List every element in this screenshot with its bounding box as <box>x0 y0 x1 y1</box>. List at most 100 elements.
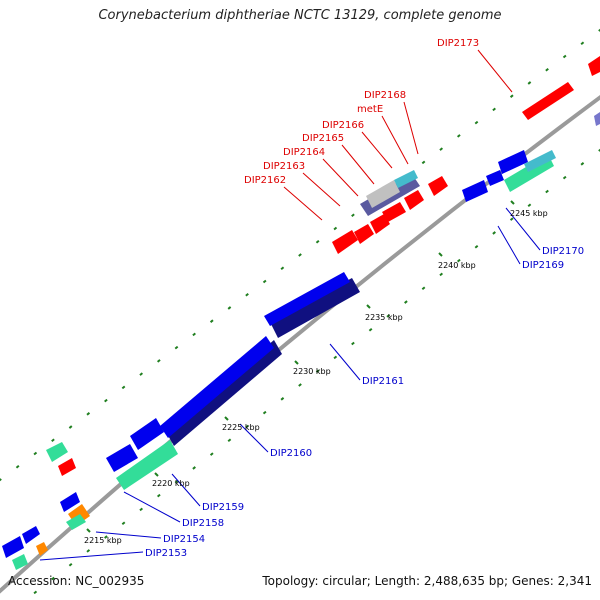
gene-label-reverse[interactable]: DIP2163 <box>263 161 305 172</box>
outer-tick-dot <box>562 54 567 59</box>
outer-tick-dot <box>174 345 179 350</box>
inner-tick-dot <box>580 162 585 166</box>
leader-line-reverse <box>341 144 375 185</box>
gene-label-forward[interactable]: DIP2169 <box>522 260 564 271</box>
gene-label-reverse[interactable]: DIP2166 <box>322 120 364 131</box>
gene-dip2158-green[interactable] <box>116 440 178 490</box>
gene-label-forward[interactable]: DIP2158 <box>182 518 224 529</box>
gene-label-reverse[interactable]: DIP2173 <box>437 38 479 49</box>
inner-tick-dot <box>121 521 126 526</box>
map-title: Corynebacterium diphtheriae NCTC 13129, … <box>98 8 502 23</box>
inner-tick-dot <box>280 397 285 401</box>
scale-label: 2215 kbp <box>84 536 122 545</box>
gene-dip2154[interactable] <box>60 492 80 512</box>
inner-tick-dot <box>262 410 267 415</box>
gene-dip2153b[interactable] <box>22 526 40 544</box>
inner-tick-dot <box>245 424 249 429</box>
gene-dip2158[interactable] <box>106 444 138 472</box>
outer-tick-dot <box>351 213 355 218</box>
gene-dip2154-green[interactable] <box>66 514 86 530</box>
gene-dip2165[interactable] <box>382 202 406 222</box>
outer-tick-dot <box>209 319 214 323</box>
gene-label-forward[interactable]: DIP2170 <box>542 246 584 257</box>
scale-label: 2245 kbp <box>510 209 548 218</box>
outer-tick-dot <box>315 239 320 244</box>
inner-tick-dot <box>421 286 426 291</box>
outer-tick-dot <box>333 226 338 231</box>
gene-dip2166[interactable] <box>404 190 424 210</box>
gene-label-forward[interactable]: DIP2160 <box>270 448 312 459</box>
inner-tick-dot <box>527 203 532 208</box>
leader-line-forward <box>123 491 181 523</box>
inner-tick-dot <box>333 355 338 360</box>
gene-upper-left-green[interactable] <box>46 442 68 462</box>
scale-labels: 2215 kbp 2220 kbp 2225 kbp 2230 kbp 2235 kbp… <box>84 200 548 545</box>
gene-label-reverse[interactable]: metE <box>357 104 383 115</box>
gene-dip2161[interactable] <box>270 278 360 338</box>
gene-dip2173b[interactable] <box>588 56 600 76</box>
inner-tick-dot <box>351 341 355 346</box>
gene-label-reverse[interactable]: DIP2165 <box>302 133 344 144</box>
outer-tick-dot <box>68 425 73 429</box>
inner-tick-dot <box>156 493 161 498</box>
scale-tick <box>510 200 515 205</box>
inner-tick-dot <box>598 148 600 152</box>
gene-orange-small[interactable] <box>36 542 48 556</box>
inner-tick-dot <box>456 258 461 263</box>
gene-dip2161-fwd[interactable] <box>264 272 350 326</box>
inner-tick-dot <box>68 562 73 567</box>
leader-line-forward <box>39 551 144 561</box>
gene-dip2169[interactable] <box>462 180 488 202</box>
inner-tick-dot <box>86 549 91 553</box>
scale-tick <box>224 416 229 421</box>
gene-label-forward[interactable]: DIP2153 <box>145 548 187 559</box>
inner-tick-dot <box>139 507 144 512</box>
gene-dip2163[interactable] <box>354 224 374 244</box>
gene-label-forward[interactable]: DIP2159 <box>202 502 244 513</box>
gene-green-small[interactable] <box>12 554 28 570</box>
outer-tick-dot <box>421 160 426 165</box>
gene-label-forward[interactable]: DIP2161 <box>362 376 404 387</box>
outer-tick-dot <box>580 41 585 46</box>
leader-line-forward <box>171 473 201 507</box>
gene-label-reverse[interactable]: DIP2168 <box>364 90 406 101</box>
label-leader-lines <box>39 49 541 561</box>
gene-dip2169b[interactable] <box>486 170 504 186</box>
inner-tick-dot <box>33 590 38 595</box>
gene-dip2173[interactable] <box>522 82 574 120</box>
gene-dip2170[interactable] <box>498 150 528 174</box>
gene-label-forward[interactable]: DIP2154 <box>163 534 205 545</box>
scale-tick <box>438 252 443 257</box>
scale-label: 2230 kbp <box>293 367 331 376</box>
inner-tick-dot <box>545 189 549 194</box>
gene-label-reverse[interactable]: DIP2162 <box>244 175 286 186</box>
outer-tick-dot <box>156 359 161 363</box>
outer-tick-dot <box>298 253 302 257</box>
gene-slate-small[interactable] <box>394 170 418 188</box>
outer-tick-dot <box>262 279 267 284</box>
gene-dip2160-fwd[interactable] <box>160 336 274 438</box>
inner-tick-dot <box>386 314 391 318</box>
gene-far-right-slate[interactable] <box>594 112 600 126</box>
gene-upper-left-red[interactable] <box>58 458 76 476</box>
gene-dip2162[interactable] <box>332 230 358 254</box>
gene-dip2170-cyan[interactable] <box>524 150 556 172</box>
outer-tick-dot <box>227 306 232 310</box>
outer-tick-dot <box>51 438 55 443</box>
gene-dip2153[interactable] <box>2 536 24 558</box>
gene-dip2159[interactable] <box>130 418 164 450</box>
inner-tick-dot <box>315 369 320 373</box>
inner-tick-dot <box>474 244 479 249</box>
outer-tick-dot <box>15 464 20 469</box>
gene-dip2164[interactable] <box>370 214 390 234</box>
scale-tick <box>154 472 159 477</box>
leader-line-forward <box>329 343 361 381</box>
gene-mete[interactable] <box>428 176 448 196</box>
gene-label-reverse[interactable]: DIP2164 <box>283 147 325 158</box>
outer-tick-dot <box>474 120 479 125</box>
inner-tick-dot <box>227 438 232 443</box>
scale-label: 2220 kbp <box>152 479 190 488</box>
gene-dip2160[interactable] <box>166 340 282 446</box>
scale-tick <box>294 360 299 365</box>
gene-gray-block[interactable] <box>366 180 400 208</box>
